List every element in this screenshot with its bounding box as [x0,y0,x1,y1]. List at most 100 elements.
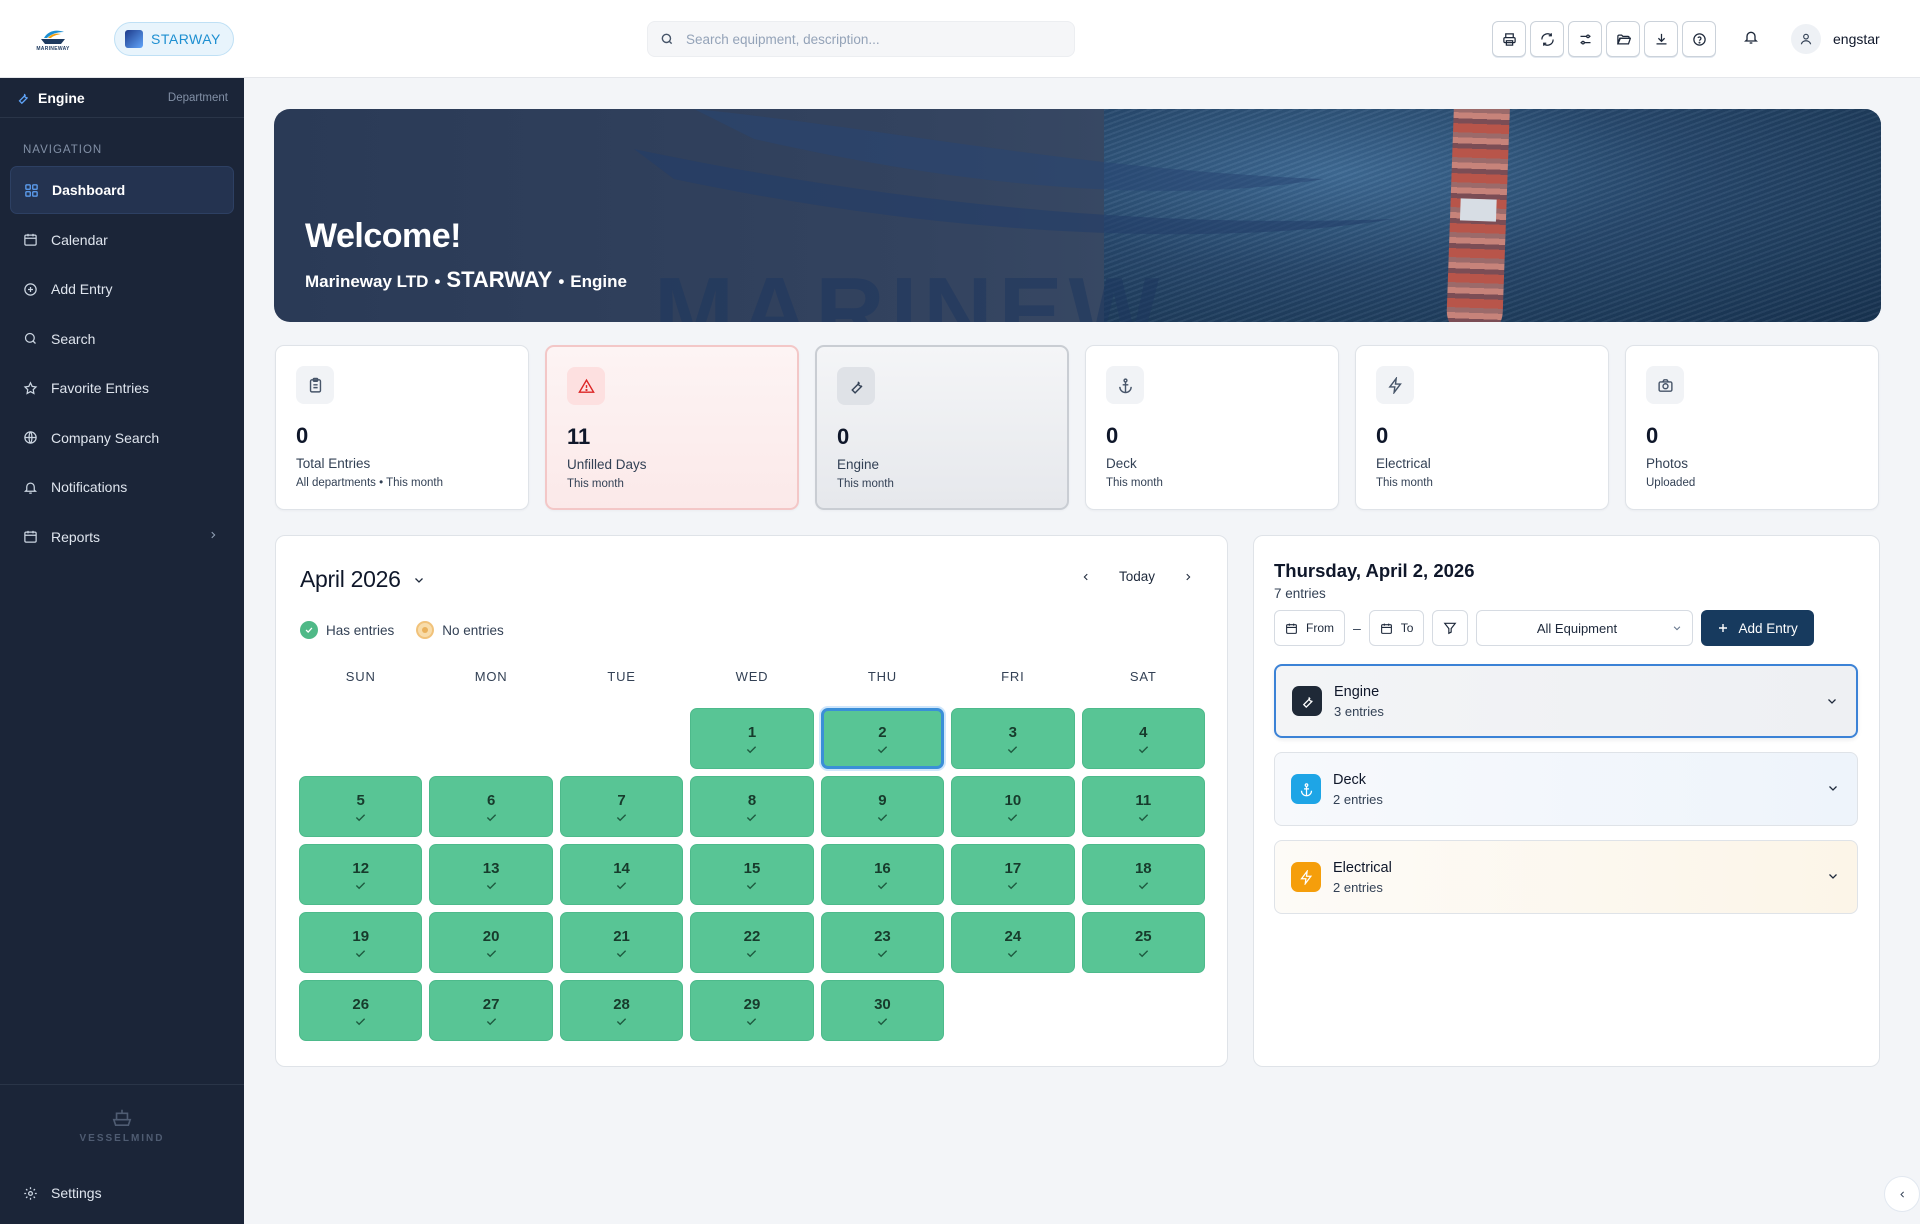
stat-card-deck[interactable]: 0 Deck This month [1085,345,1339,510]
stat-card-photos[interactable]: 0 Photos Uploaded [1625,345,1879,510]
day-number: 22 [743,927,761,945]
calendar-day[interactable]: 10 [951,776,1075,837]
check-icon [486,949,496,957]
calendar-day[interactable]: 9 [820,776,945,837]
stat-label: Engine [837,457,880,472]
sidebar-item-dashboard[interactable]: Dashboard [10,166,234,214]
day-number: 16 [874,859,891,877]
brand-name: VESSELMIND [79,1133,165,1144]
stat-label: Total Entries [296,456,371,471]
search-bar[interactable] [647,21,1075,57]
download-button[interactable] [1644,21,1678,57]
calendar-day[interactable]: 26 [299,980,423,1041]
sidebar-item-reports[interactable]: Reports [10,513,234,561]
calendar-day[interactable]: 23 [820,912,945,973]
equipment-select[interactable]: All Equipment [1476,610,1694,646]
calendar-day[interactable]: 3 [951,708,1075,769]
sidebar-footer: VESSELMIND Settings [0,1084,244,1224]
calendar-day[interactable]: 29 [690,980,814,1041]
month-selector[interactable]: April 2026 [300,566,425,593]
calendar-day[interactable]: 30 [820,980,945,1041]
filter-row: From – To All Equipment Add Entry [1274,610,1814,646]
calendar-day[interactable]: 11 [1081,776,1205,837]
sidebar-item-calendar[interactable]: Calendar [10,216,234,264]
refresh-button[interactable] [1530,21,1564,57]
calendar-day[interactable]: 21 [559,912,684,973]
entry-group-engine[interactable]: Engine 3 entries [1274,664,1858,738]
open-folder-button[interactable] [1606,21,1640,57]
calendar-day[interactable]: 12 [299,844,423,905]
entry-group-electrical[interactable]: Electrical 2 entries [1274,840,1858,914]
to-date-button[interactable]: To [1368,610,1425,646]
check-icon [877,949,888,957]
wrench-icon [18,93,28,104]
stat-card-electrical[interactable]: 0 Electrical This month [1355,345,1609,510]
vessel-chip[interactable]: STARWAY [114,22,234,56]
calendar-day[interactable]: 27 [429,980,553,1041]
alert-triangle-icon [577,378,595,393]
day-number: 30 [874,995,891,1013]
calendar-day[interactable]: 7 [559,776,684,837]
welcome-banner: MARINEW Welcome! Marineway LTD • STARWAY… [274,109,1881,322]
check-icon [356,1017,366,1025]
print-button[interactable] [1492,21,1526,57]
download-icon [1656,33,1666,44]
calendar-day[interactable]: 22 [690,912,814,973]
legend-has-entries: Has entries [300,621,394,639]
day-number: 7 [617,791,626,809]
sidebar-item-add-entry[interactable]: Add Entry [10,265,234,313]
calendar-day[interactable]: 25 [1081,912,1205,973]
calendar-day[interactable]: 6 [429,776,553,837]
sidebar-item-notifications[interactable]: Notifications [10,463,234,511]
calendar-day[interactable]: 24 [951,912,1075,973]
sidebar-item-search[interactable]: Search [10,315,234,363]
day-number: 25 [1134,927,1152,945]
chevron-right-icon[interactable] [1183,571,1193,583]
calendar-day[interactable]: 15 [690,844,814,905]
notifications-button[interactable] [1743,28,1759,51]
check-icon [747,949,757,957]
calendar-day[interactable]: 13 [429,844,553,905]
day-number: 24 [1004,927,1022,945]
calendar-day[interactable]: 14 [559,844,684,905]
company-logo[interactable]: MARINEWAY [30,22,76,56]
calendar-day[interactable]: 19 [299,912,423,973]
calendar-day[interactable]: 8 [690,776,814,837]
collapse-panel-button[interactable] [1884,1176,1920,1212]
chevron-down-icon [414,577,423,583]
user-menu[interactable]: engstar [1791,24,1880,54]
weekday-label: WED [735,669,769,684]
today-button[interactable]: Today [1118,569,1155,584]
sidebar-item-company-search[interactable]: Company Search [10,414,234,462]
calendar-day[interactable]: 5 [299,776,423,837]
sidebar-item-favorite-entries[interactable]: Favorite Entries [10,364,234,412]
calendar-day[interactable]: 20 [429,912,553,973]
check-icon [747,881,757,889]
sidebar-item-settings[interactable]: Settings [10,1173,102,1213]
weekday-label: MON [474,669,508,684]
from-date-button[interactable]: From [1274,610,1345,646]
calendar-day[interactable]: 18 [1081,844,1205,905]
chevron-left-icon[interactable] [1081,571,1091,583]
department-selector[interactable]: Engine Department [0,78,244,118]
chevron-down-icon [1829,786,1837,791]
equipment-select-value: All Equipment [1536,620,1618,636]
stat-card-engine[interactable]: 0 Engine This month [815,345,1069,510]
stat-card-unfilled-days[interactable]: 11 Unfilled Days This month [545,345,799,510]
stat-card-total-entries[interactable]: 0 Total Entries All departments • This m… [275,345,529,510]
calendar-day[interactable]: 16 [820,844,945,905]
calendar-day[interactable]: 1 [690,708,814,769]
calendar-day[interactable]: 4 [1081,708,1205,769]
filters-button[interactable] [1568,21,1602,57]
stat-sub: Uploaded [1646,477,1696,489]
filter-button[interactable] [1432,610,1469,646]
search-input[interactable] [686,31,1046,47]
calendar-day[interactable]: 17 [951,844,1075,905]
add-entry-button[interactable]: Add Entry [1701,610,1814,646]
entry-group-deck[interactable]: Deck 2 entries [1274,752,1858,826]
help-button[interactable] [1682,21,1716,57]
check-icon [486,813,496,821]
day-number: 12 [352,859,370,877]
calendar-day[interactable]: 28 [559,980,684,1041]
calendar-day[interactable]: 2 [820,708,945,769]
